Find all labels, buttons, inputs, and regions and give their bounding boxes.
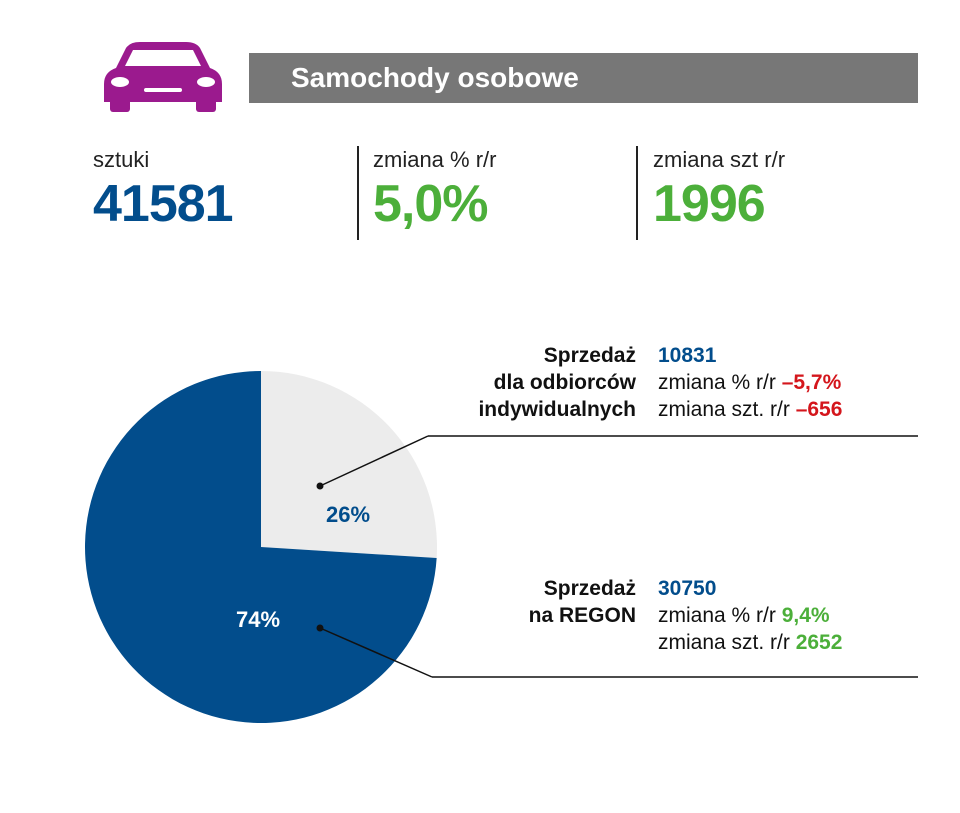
stat-divider xyxy=(636,146,638,240)
stat-units-label: sztuki xyxy=(93,147,150,172)
stat-units-value: 41581 xyxy=(93,175,234,233)
leader-line-regon xyxy=(319,627,433,678)
leader-line-individual xyxy=(319,435,429,487)
stat-divider xyxy=(357,146,359,240)
segment-individual-pct-label: zmiana % r/r xyxy=(658,371,776,394)
segment-regon-unit-value: 2652 xyxy=(795,631,843,654)
stat-pct-change: zmiana % r/r 5,0% xyxy=(373,146,496,234)
pie-label-individual: 26% xyxy=(326,502,370,527)
segment-individual-unit-label: zmiana szt. r/r xyxy=(658,398,790,421)
leader-dot-regon xyxy=(316,624,324,632)
segment-name-line: na REGON xyxy=(528,604,636,627)
segment-name-line: Sprzedaż xyxy=(543,344,636,367)
segment-name-line: dla odbiorców xyxy=(493,371,636,394)
pie-slice-regon xyxy=(85,371,437,723)
segment-regon-name: Sprzedaż na REGON xyxy=(356,575,636,629)
stat-unit-change: zmiana szt r/r 1996 xyxy=(653,146,785,234)
segment-regon-pct-label: zmiana % r/r xyxy=(658,604,776,627)
stat-pct-change-value: 5,0% xyxy=(373,175,489,233)
leader-dot-individual xyxy=(316,482,324,490)
segment-regon-pct-value: 9,4% xyxy=(781,604,830,627)
pie-slice-individual xyxy=(261,371,438,559)
segment-regon-details: 30750 zmiana % r/r 9,4% zmiana szt. r/r … xyxy=(658,575,842,656)
segment-regon-unit-label: zmiana szt. r/r xyxy=(658,631,790,654)
segment-name-line: Sprzedaż xyxy=(543,577,636,600)
stat-unit-change-label: zmiana szt r/r xyxy=(653,147,786,172)
stat-pct-change-label: zmiana % r/r xyxy=(373,147,497,172)
stat-unit-change-value: 1996 xyxy=(653,175,766,233)
segment-individual-name: Sprzedaż dla odbiorców indywidualnych xyxy=(356,342,636,423)
segment-individual-details: 10831 zmiana % r/r –5,7% zmiana szt. r/r… xyxy=(658,342,842,423)
pie-label-regon: 74% xyxy=(236,607,280,632)
stat-units: sztuki 41581 xyxy=(93,146,234,234)
segment-individual-value: 10831 xyxy=(658,344,717,367)
segment-individual-unit-value: –656 xyxy=(795,398,843,421)
segment-individual-pct-value: –5,7% xyxy=(781,371,842,394)
header-bar: Samochody osobowe xyxy=(249,53,918,103)
segment-regon-value: 30750 xyxy=(658,577,717,600)
car-icon xyxy=(104,42,222,112)
header-title: Samochody osobowe xyxy=(291,62,579,93)
segment-name-line: indywidualnych xyxy=(478,398,636,421)
